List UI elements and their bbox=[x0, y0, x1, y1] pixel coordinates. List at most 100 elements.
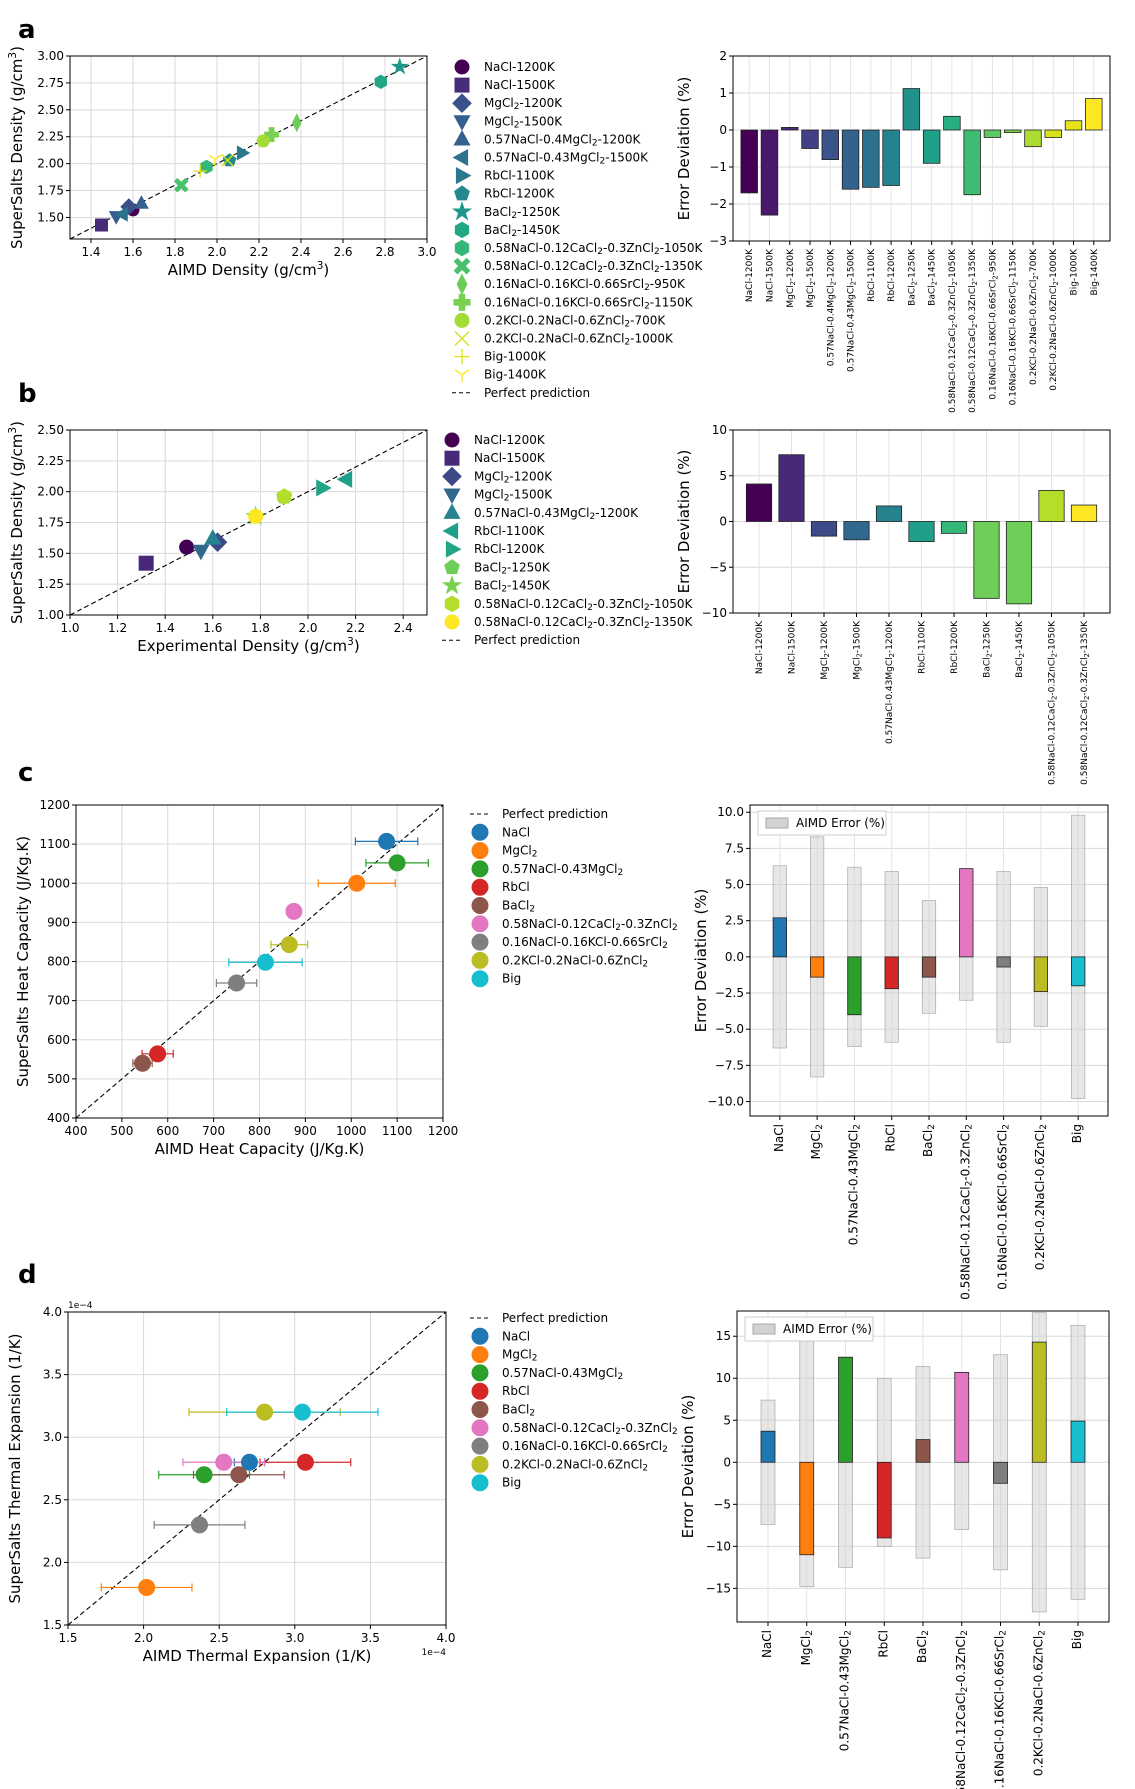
text-part: 2 bbox=[1038, 1630, 1048, 1636]
legend-label: 0.57NaCl-0.4MgCl2-1200K bbox=[484, 132, 641, 148]
y-tick-label: 0 bbox=[719, 515, 727, 529]
y-tick-label: 3.0 bbox=[43, 1430, 62, 1444]
legend-label: RbCl-1100K bbox=[474, 524, 546, 538]
bar bbox=[1044, 129, 1062, 138]
y-tick-label: 0.0 bbox=[725, 950, 744, 964]
y-tick-label: 1.50 bbox=[37, 546, 64, 560]
data-point bbox=[228, 974, 246, 992]
text-part: 2 bbox=[853, 1124, 863, 1130]
text-part: -1350K bbox=[660, 259, 704, 273]
text-part: -1050K bbox=[660, 241, 704, 255]
data-point bbox=[374, 74, 388, 90]
text-part: NaCl-1200K bbox=[755, 620, 765, 674]
text-part: -1450K bbox=[507, 579, 551, 593]
x-category-label: Big bbox=[1070, 1124, 1084, 1143]
text-part: BaCl bbox=[474, 560, 501, 574]
text-part: RbCl-1100K bbox=[867, 248, 877, 302]
x-category-label: MgCl2-1500K bbox=[806, 248, 817, 308]
bar bbox=[778, 454, 805, 522]
legend: NaCl-1200KNaCl-1500KMgCl2-1200KMgCl2-150… bbox=[451, 59, 704, 400]
x-tick-label: 3.0 bbox=[285, 1631, 304, 1645]
legend-label: 0.2KCl-0.2NaCl-0.6ZnCl2-1000K bbox=[484, 332, 674, 348]
x-category-label: 0.57NaCl-0.43MgCl2-1200K bbox=[885, 620, 896, 744]
text-part: 2 bbox=[597, 247, 603, 257]
chart-c-bar: −10.0 −7.5 −5.0 −2.5 0.0 2.5 5.0 7.5 10.0 NaCl MgC… bbox=[692, 804, 1109, 1300]
text-part: SuperSalts Density (g/cm bbox=[8, 59, 26, 249]
data-point bbox=[134, 1054, 152, 1072]
text-part: -950K bbox=[988, 248, 998, 275]
text-part: 2 bbox=[597, 265, 603, 275]
text-part: 2 bbox=[844, 1630, 854, 1636]
y-tick-label: −10.0 bbox=[707, 1095, 744, 1109]
text-part: 2 bbox=[504, 494, 510, 504]
data-point bbox=[133, 195, 149, 209]
text-part: 2 bbox=[587, 621, 593, 631]
text-part: 2 bbox=[1052, 281, 1060, 285]
text-part: MgCl bbox=[809, 1130, 823, 1160]
legend-label: 0.2KCl-0.2NaCl-0.6ZnCl2 bbox=[502, 953, 648, 969]
text-part: -950K bbox=[650, 277, 686, 291]
y-tick-label: 1.75 bbox=[37, 184, 64, 198]
y-tick-label: −2.5 bbox=[715, 986, 744, 1000]
x-category-label: 0.57NaCl-0.43MgCl2-1500K bbox=[847, 248, 858, 372]
text-part: BaCl bbox=[484, 223, 511, 237]
bar bbox=[801, 129, 819, 149]
plot-frame bbox=[732, 55, 1111, 242]
x-tick-label: 2.2 bbox=[249, 245, 268, 259]
bar bbox=[740, 129, 758, 194]
y-tick-label: 800 bbox=[47, 955, 70, 969]
text-part: ) bbox=[323, 261, 329, 279]
plot-frame bbox=[67, 1311, 447, 1626]
legend-label: RbCl bbox=[502, 880, 530, 894]
text-part: ) bbox=[354, 637, 360, 655]
x-category-label: MgCl2 bbox=[799, 1630, 815, 1665]
y-tick-label: −3 bbox=[709, 234, 727, 248]
chart-c-scatter: 400 500 600 700 800 900 1000 1100 1200 400 500 600 7… bbox=[14, 798, 678, 1158]
y-tick-label: 1.25 bbox=[37, 577, 64, 591]
text-part: 2 bbox=[971, 324, 979, 328]
plot-frame bbox=[736, 1310, 1110, 1623]
legend-label: BaCl2 bbox=[502, 1403, 535, 1419]
text-part: -1350K bbox=[1080, 620, 1090, 653]
legend-swatch bbox=[452, 93, 472, 114]
text-part: 2 bbox=[511, 211, 517, 221]
bar bbox=[838, 1356, 853, 1463]
bar bbox=[943, 115, 961, 131]
legend-label: 0.58NaCl-0.12CaCl2-0.3ZnCl2 bbox=[502, 917, 678, 933]
text-part: 2 bbox=[999, 1630, 1009, 1636]
text-part: RbCl bbox=[502, 880, 530, 894]
y-tick-label: 2.25 bbox=[37, 130, 64, 144]
y-tick-label: −2 bbox=[709, 197, 727, 211]
text-part: 0.58NaCl-0.12CaCl bbox=[958, 1186, 972, 1299]
x-category-label: 0.58NaCl-0.12CaCl2-0.3ZnCl2-1350K bbox=[968, 248, 979, 413]
x-category-label: RbCl-1100K bbox=[867, 248, 877, 302]
text-part: Big-1400K bbox=[1090, 248, 1100, 296]
text-part: -1200K bbox=[826, 248, 836, 281]
legend-swatch bbox=[454, 312, 470, 328]
text-part: -700K bbox=[630, 313, 666, 327]
y-tick-label: 2.50 bbox=[37, 103, 64, 117]
text-part: 2 bbox=[532, 1354, 538, 1364]
data-point bbox=[293, 1403, 311, 1421]
legend-swatch bbox=[454, 77, 470, 93]
legend-swatch bbox=[454, 369, 470, 383]
text-part: -1200K bbox=[598, 132, 642, 146]
text-part: 3 bbox=[317, 260, 324, 272]
x-tick-label: 4.0 bbox=[436, 1631, 455, 1645]
text-part: 2 bbox=[855, 653, 863, 657]
legend-swatch bbox=[456, 273, 468, 296]
legend: NaCl-1200KNaCl-1500KMgCl2-1200KMgCl2-150… bbox=[441, 432, 694, 647]
text-part: Big-1000K bbox=[484, 350, 547, 364]
text-part: Big bbox=[1070, 1124, 1084, 1143]
text-part: AIMD Heat Capacity (J/Kg.K) bbox=[155, 1140, 365, 1158]
text-part: 2 bbox=[672, 923, 678, 933]
text-part: 2 bbox=[644, 283, 650, 293]
panel-label-b: b bbox=[18, 379, 37, 409]
text-part: -1000K bbox=[630, 332, 674, 346]
y-axis-label: Error Deviation (%) bbox=[679, 1395, 697, 1539]
legend-swatch bbox=[442, 522, 459, 540]
text-part: -0.3ZnCl bbox=[593, 615, 644, 629]
x-tick-label: 1.0 bbox=[60, 621, 79, 635]
text-part: 2 bbox=[529, 1409, 535, 1419]
